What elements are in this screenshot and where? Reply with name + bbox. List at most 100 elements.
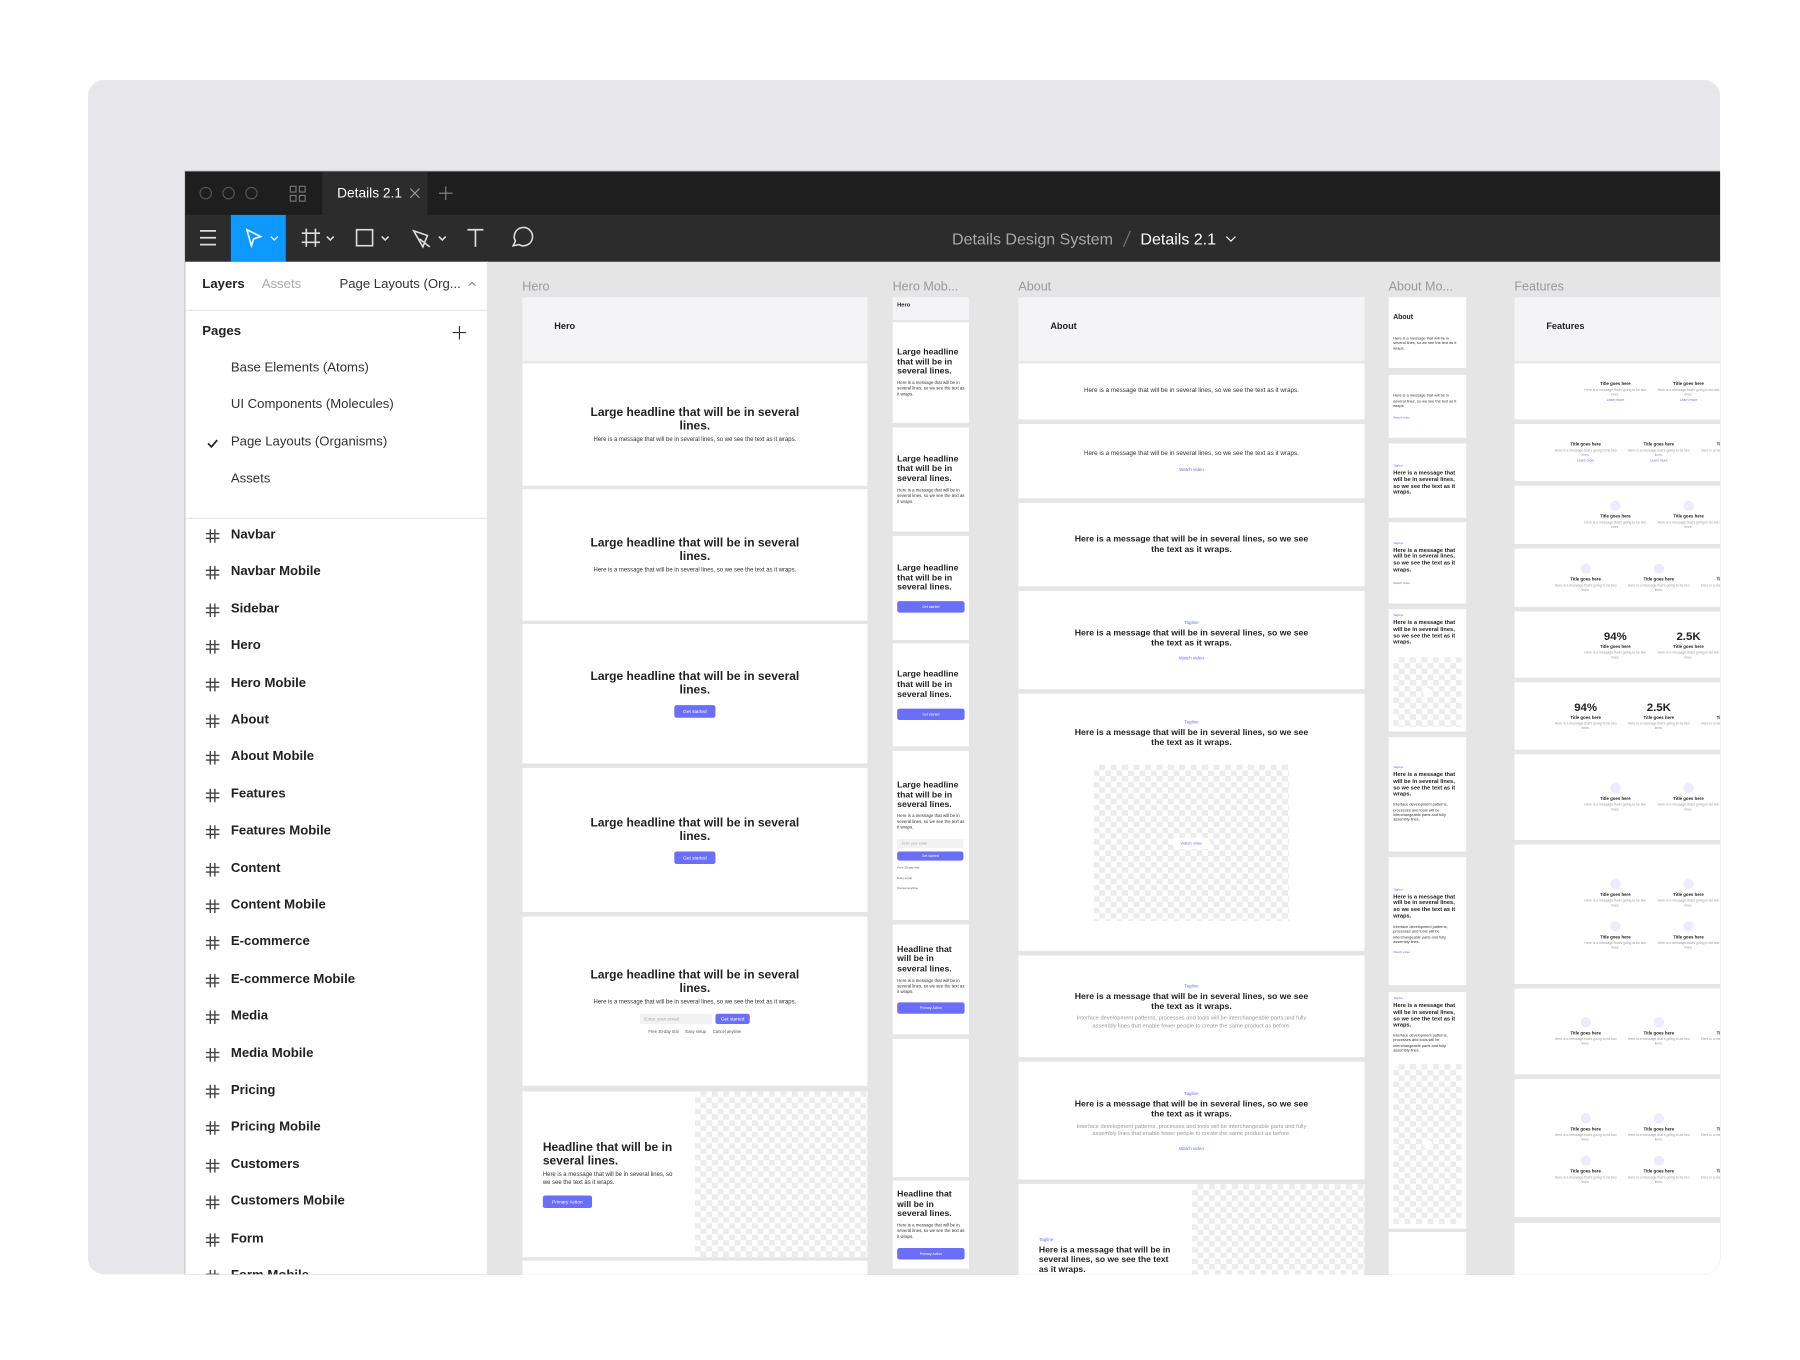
layer-name[interactable]: E-commerce	[230, 935, 310, 950]
layer-row[interactable]: Navbar	[185, 528, 487, 546]
layer-row[interactable]: Content	[185, 861, 487, 879]
button[interactable]: Get started	[715, 1014, 751, 1025]
layer-name[interactable]: Navbar	[230, 528, 276, 542]
layer-row[interactable]: Pricing	[185, 1083, 487, 1101]
page-selector[interactable]: Page Layouts (Org...	[339, 277, 461, 292]
pen-tool[interactable]	[411, 229, 447, 249]
play-button[interactable]	[1422, 687, 1433, 697]
layer-name[interactable]: Content	[230, 861, 281, 875]
layer-name[interactable]: Hero Mobile	[230, 676, 307, 690]
layer-name[interactable]: Media Mobile	[230, 1046, 314, 1061]
menu-icon[interactable]	[200, 230, 217, 246]
layer-name[interactable]: Navbar Mobile	[230, 565, 321, 579]
button[interactable]: Primary Action	[897, 1002, 965, 1015]
close-button[interactable]	[199, 186, 213, 200]
email-input[interactable]: Enter your email	[897, 838, 964, 848]
frame-tool[interactable]	[301, 228, 335, 247]
layer-row[interactable]: Navbar Mobile	[185, 565, 487, 583]
button[interactable]: Get started	[897, 851, 964, 861]
layer-row[interactable]: Customers Mobile	[185, 1195, 487, 1213]
layer-name[interactable]: Customers Mobile	[230, 1194, 345, 1209]
layer-name[interactable]: Features Mobile	[230, 824, 331, 838]
layer-name[interactable]: Sidebar	[230, 602, 280, 616]
layer-row[interactable]: E-commerce	[185, 935, 487, 953]
minimize-button[interactable]	[222, 186, 235, 200]
file-chevron[interactable]	[1225, 234, 1236, 243]
add-page[interactable]	[452, 325, 467, 340]
link[interactable]: Learn more	[1606, 397, 1625, 402]
comment-tool[interactable]	[511, 226, 534, 247]
link[interactable]: Watch video	[1178, 655, 1204, 661]
layer-name[interactable]: About	[230, 713, 269, 727]
frame[interactable]: Hero Large headline that will be in sever…	[892, 297, 970, 1274]
link[interactable]: Learn more	[1679, 397, 1698, 402]
tab[interactable]: Details 2.1	[322, 171, 428, 215]
selector-caret[interactable]	[467, 280, 476, 287]
layer-name[interactable]: Hero	[230, 639, 261, 653]
layers-tab[interactable]: Layers	[202, 277, 245, 292]
button[interactable]: Primary Action	[542, 1195, 592, 1208]
layer-row[interactable]: Hero	[185, 639, 487, 657]
link[interactable]: Learn more	[1576, 458, 1595, 463]
frame-label[interactable]: Hero	[522, 280, 550, 294]
frame[interactable]: About Here is a message that will be in s…	[1018, 297, 1365, 1275]
link[interactable]: Watch video	[1393, 951, 1411, 955]
layer-row[interactable]: Hero Mobile	[185, 676, 487, 694]
layer-row[interactable]: Sidebar	[185, 602, 487, 620]
text-tool[interactable]	[467, 228, 484, 247]
layer-row[interactable]: Features Mobile	[185, 824, 487, 842]
button[interactable]: Primary Action	[897, 1247, 965, 1260]
layer-row[interactable]: Features	[185, 787, 487, 805]
play-pill[interactable]: Watch video	[1172, 837, 1211, 849]
button[interactable]: Get started	[673, 705, 716, 718]
button[interactable]: Get started	[897, 601, 965, 613]
frame-label[interactable]: Features	[1514, 280, 1564, 294]
layer-row[interactable]: Form	[185, 1232, 487, 1250]
layer-name[interactable]: Form	[230, 1231, 264, 1246]
move-tool[interactable]	[230, 214, 286, 262]
layer-name[interactable]: Pricing Mobile	[230, 1120, 321, 1135]
tab-close[interactable]	[409, 187, 420, 199]
play-button[interactable]	[1422, 1139, 1433, 1149]
layer-name[interactable]: Form Mobile	[231, 1269, 309, 1275]
link[interactable]: Watch video	[1393, 581, 1411, 585]
link[interactable]: Watch video	[1178, 465, 1204, 472]
frame-label[interactable]: Hero Mob...	[892, 280, 959, 294]
button[interactable]: Get started	[897, 708, 965, 720]
layer-name[interactable]: About Mobile	[230, 750, 315, 764]
layer-row[interactable]: Media Mobile	[185, 1046, 487, 1064]
frame[interactable]: About Here is a message that will be in s…	[1388, 297, 1467, 1275]
layer-row[interactable]: E-commerce Mobile	[185, 972, 487, 990]
page-item[interactable]: Assets	[230, 472, 271, 486]
email-input[interactable]: Enter your email	[639, 1014, 712, 1025]
layer-row[interactable]: Pricing Mobile	[185, 1120, 487, 1138]
link[interactable]: Watch video	[1178, 1144, 1204, 1151]
frame[interactable]: Features Title goes here Here is a message…	[1514, 297, 1721, 1275]
zoom-button[interactable]	[245, 186, 258, 200]
layer-row[interactable]: Customers	[185, 1158, 487, 1176]
file-name[interactable]: Details 2.1	[1140, 229, 1217, 248]
layer-row[interactable]: About	[185, 713, 487, 731]
layer-name[interactable]: Features	[230, 787, 286, 801]
frame-label[interactable]: About	[1018, 280, 1052, 294]
assets-tab[interactable]: Assets	[261, 277, 302, 292]
layer-name[interactable]: Media	[230, 1009, 269, 1024]
page-item[interactable]: UI Components (Molecules)	[230, 398, 394, 412]
layer-name[interactable]: Content Mobile	[230, 898, 326, 913]
link[interactable]: Watch video	[1393, 415, 1411, 420]
grid-icon[interactable]	[289, 185, 306, 202]
page-item[interactable]: Page Layouts (Organisms)	[230, 435, 388, 449]
frame[interactable]: Hero Large headline that will be in sever…	[522, 297, 868, 1275]
layer-row[interactable]: Content Mobile	[185, 898, 487, 916]
layer-name[interactable]: Pricing	[230, 1083, 276, 1098]
frame-label[interactable]: About Mo...	[1388, 280, 1453, 294]
layer-row[interactable]: Form Mobile	[185, 1269, 487, 1275]
layer-row[interactable]: About Mobile	[185, 750, 487, 768]
shape-tool[interactable]	[355, 228, 390, 247]
button[interactable]: Get started	[673, 851, 716, 865]
layer-name[interactable]: E-commerce Mobile	[230, 972, 356, 987]
page-item[interactable]: Base Elements (Atoms)	[230, 361, 369, 375]
link[interactable]: Learn more	[1650, 458, 1668, 463]
layer-name[interactable]: Customers	[230, 1157, 300, 1172]
project-name[interactable]: Details Design System	[952, 229, 1113, 248]
